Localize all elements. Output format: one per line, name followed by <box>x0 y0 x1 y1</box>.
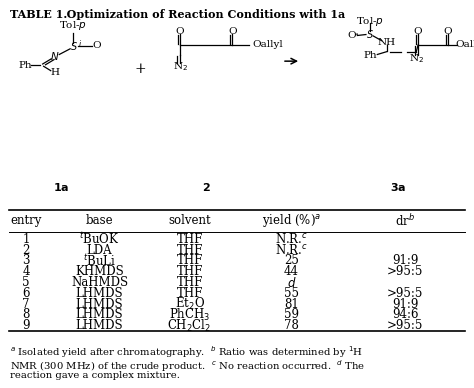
Text: Ph: Ph <box>364 51 377 60</box>
Text: reaction gave a complex mixture.: reaction gave a complex mixture. <box>10 371 180 380</box>
Text: NH: NH <box>378 38 396 47</box>
Text: 2: 2 <box>22 244 30 256</box>
Text: 5: 5 <box>22 276 30 289</box>
Text: THF: THF <box>176 255 203 267</box>
Text: dr$^{b}$: dr$^{b}$ <box>395 213 415 229</box>
Text: >95:5: >95:5 <box>387 265 423 278</box>
Text: THF: THF <box>176 287 203 300</box>
Text: $^{t}$BuOK: $^{t}$BuOK <box>79 232 120 247</box>
Text: 59: 59 <box>284 308 299 322</box>
Text: $\mathbf{1a}$: $\mathbf{1a}$ <box>54 181 70 192</box>
Text: Ph: Ph <box>18 61 32 70</box>
Text: 1: 1 <box>22 233 30 246</box>
Text: LHMDS: LHMDS <box>76 298 123 311</box>
Text: NaHMDS: NaHMDS <box>71 276 128 289</box>
Text: 3: 3 <box>22 255 30 267</box>
Text: CH$_2$Cl$_2$: CH$_2$Cl$_2$ <box>167 318 212 334</box>
Text: solvent: solvent <box>168 214 211 227</box>
Text: PhCH$_3$: PhCH$_3$ <box>169 307 210 323</box>
Text: $S$: $S$ <box>70 40 77 52</box>
Text: O: O <box>228 27 237 36</box>
Text: >95:5: >95:5 <box>387 319 423 332</box>
Text: 9: 9 <box>22 319 30 332</box>
Text: $i$: $i$ <box>78 38 82 48</box>
Text: THF: THF <box>176 233 203 246</box>
Text: Optimization of Reaction Conditions with 1a: Optimization of Reaction Conditions with… <box>55 9 345 20</box>
Text: base: base <box>86 214 113 227</box>
Text: O: O <box>414 27 422 36</box>
Text: +: + <box>134 62 146 76</box>
Text: LDA: LDA <box>87 244 112 256</box>
Text: O: O <box>444 27 452 36</box>
Text: N$_2$: N$_2$ <box>173 61 188 73</box>
Text: >95:5: >95:5 <box>387 287 423 300</box>
Text: Tol-$p$: Tol-$p$ <box>59 19 88 31</box>
Text: NMR (300 MHz) of the crude product.  $^{c}$ No reaction occurred.  $^{d}$ The: NMR (300 MHz) of the crude product. $^{c… <box>10 358 366 374</box>
Text: 8: 8 <box>22 308 30 322</box>
Text: Et$_2$O: Et$_2$O <box>174 296 205 312</box>
Text: LHMDS: LHMDS <box>76 287 123 300</box>
Text: LHMDS: LHMDS <box>76 308 123 322</box>
Text: THF: THF <box>176 244 203 256</box>
Text: O: O <box>176 27 184 36</box>
Text: Tol-$p$: Tol-$p$ <box>356 15 384 28</box>
Text: TABLE 1.: TABLE 1. <box>10 9 68 20</box>
Text: $\mathbf{2}$: $\mathbf{2}$ <box>202 181 210 192</box>
Text: $d$: $d$ <box>287 275 296 289</box>
Text: 6: 6 <box>22 287 30 300</box>
Text: THF: THF <box>176 265 203 278</box>
Text: 94:6: 94:6 <box>392 308 419 322</box>
Text: N.R.$^{c}$: N.R.$^{c}$ <box>275 232 308 246</box>
Text: 7: 7 <box>22 298 30 311</box>
Text: N$_2$: N$_2$ <box>409 52 424 65</box>
Text: 78: 78 <box>284 319 299 332</box>
Text: O: O <box>347 31 356 40</box>
Text: 91:9: 91:9 <box>392 298 419 311</box>
Text: $\mathbf{3a}$: $\mathbf{3a}$ <box>390 181 406 192</box>
Text: Oallyl: Oallyl <box>253 40 283 50</box>
Text: 25: 25 <box>284 255 299 267</box>
Text: 81: 81 <box>284 298 299 311</box>
Text: LHMDS: LHMDS <box>76 319 123 332</box>
Text: N.R.$^{c}$: N.R.$^{c}$ <box>275 243 308 257</box>
Text: $^{t}$BuLi: $^{t}$BuLi <box>83 253 116 269</box>
Text: yield (%)$^{a}$: yield (%)$^{a}$ <box>262 212 321 229</box>
Text: $S$: $S$ <box>366 28 374 40</box>
Text: entry: entry <box>10 214 42 227</box>
Text: 44: 44 <box>284 265 299 278</box>
Text: $\cdot$: $\cdot$ <box>354 27 359 40</box>
Text: $^{a}$ Isolated yield after chromatography.  $^{b}$ Ratio was determined by $^{1: $^{a}$ Isolated yield after chromatograp… <box>10 345 364 360</box>
Text: 91:9: 91:9 <box>392 255 419 267</box>
Text: 55: 55 <box>284 287 299 300</box>
Text: Oallyl: Oallyl <box>456 40 474 50</box>
Text: O: O <box>93 42 101 50</box>
Text: THF: THF <box>176 276 203 289</box>
Text: H: H <box>50 68 59 77</box>
Text: KHMDS: KHMDS <box>75 265 124 278</box>
Text: 4: 4 <box>22 265 30 278</box>
Text: $N$: $N$ <box>50 50 59 62</box>
